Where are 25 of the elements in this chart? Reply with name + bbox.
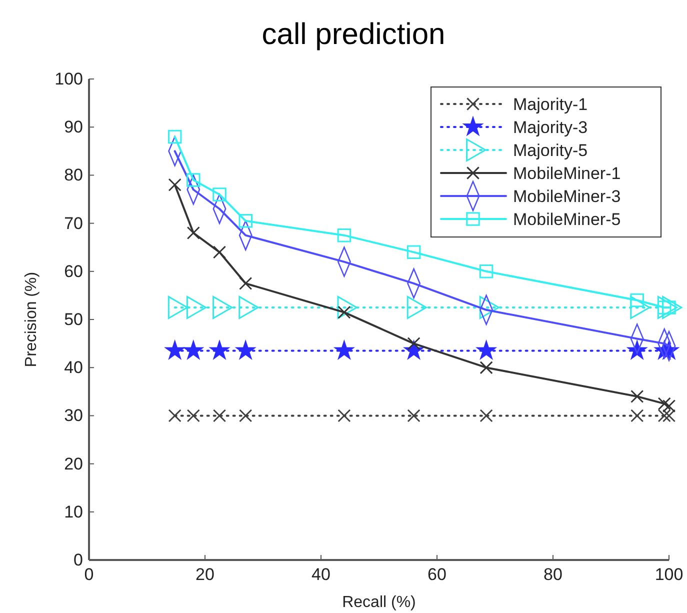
- y-tick-label: 0: [74, 550, 83, 570]
- y-tick-label: 10: [64, 502, 83, 522]
- y-tick-label: 60: [64, 262, 83, 281]
- x-tick-label: 40: [312, 565, 330, 584]
- y-tick-label: 30: [64, 406, 83, 426]
- x-tick-label: 80: [544, 565, 562, 584]
- legend-label: MobileMiner-3: [513, 187, 621, 206]
- x-tick-label: 20: [196, 565, 214, 584]
- legend-label: Majority-3: [513, 118, 588, 137]
- y-tick-label: 40: [64, 358, 83, 378]
- legend-label: Majority-5: [513, 141, 588, 160]
- x-tick-label: 60: [428, 565, 446, 584]
- y-tick-label: 70: [64, 214, 83, 233]
- y-tick-label: 80: [64, 166, 83, 185]
- x-tick-label: 100: [654, 565, 684, 584]
- legend-label: Majority-1: [513, 95, 588, 114]
- y-tick-label: 50: [64, 310, 83, 329]
- y-tick-label: 90: [64, 118, 83, 137]
- y-tick-label: 20: [64, 454, 83, 474]
- legend-label: MobileMiner-5: [513, 210, 621, 229]
- x-axis-title: Recall (%): [342, 594, 416, 611]
- y-tick-label: 100: [54, 69, 83, 88]
- chart-title: call prediction: [262, 18, 446, 51]
- legend-label: MobileMiner-1: [513, 164, 621, 183]
- y-axis-title: Precision (%): [23, 272, 40, 368]
